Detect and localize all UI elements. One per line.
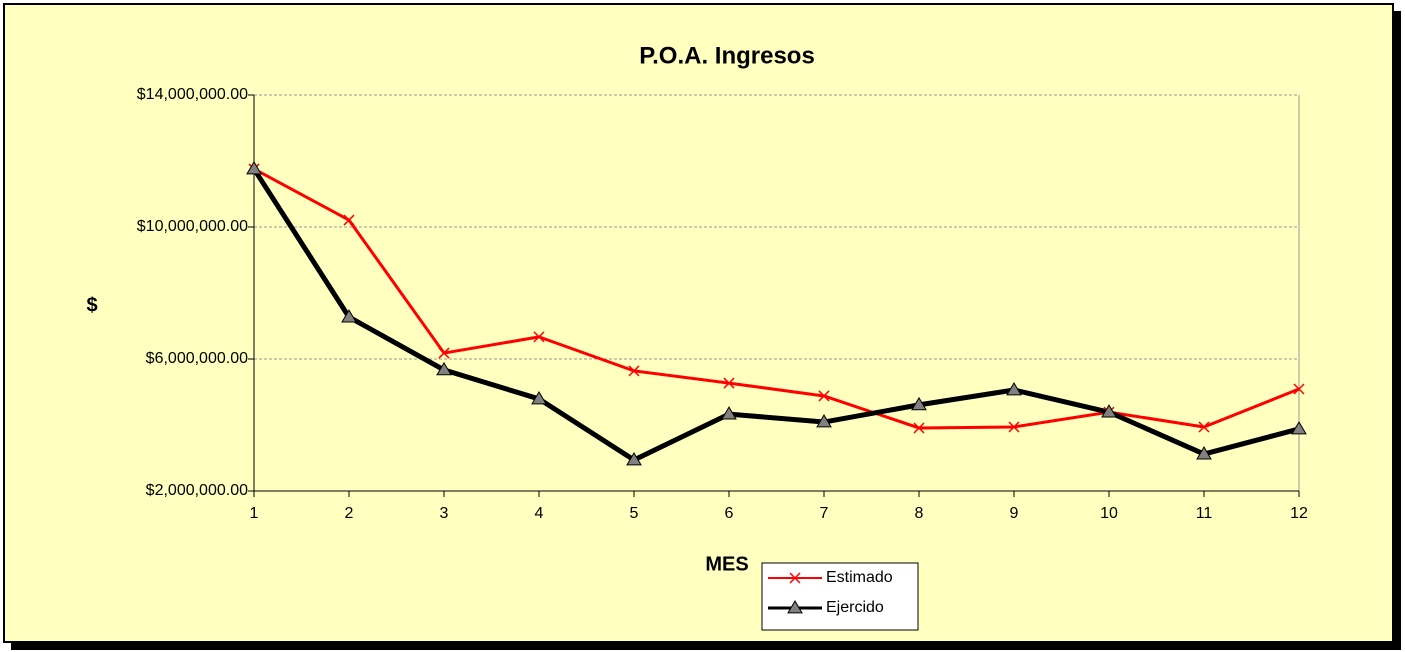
marker <box>246 160 262 175</box>
marker <box>343 214 355 226</box>
y-tick-label: $14,000,000.00 <box>137 86 248 103</box>
x-tick-label: 3 <box>440 505 449 522</box>
marker <box>911 396 927 411</box>
x-tick-label: 11 <box>1196 505 1213 522</box>
marker <box>1101 404 1117 418</box>
marker <box>628 365 640 377</box>
x-tick-label: 8 <box>915 505 924 522</box>
x-tick-label: 12 <box>1290 505 1308 522</box>
y-tick-label: $10,000,000.00 <box>137 218 248 235</box>
series-line <box>251 167 1300 463</box>
marker <box>436 361 452 376</box>
x-axis-label: MES <box>705 553 748 575</box>
legend: Estimado Ejercido <box>761 562 919 631</box>
marker <box>913 422 925 434</box>
marker <box>816 414 832 428</box>
marker <box>438 347 450 359</box>
marker <box>721 406 737 420</box>
marker <box>723 377 735 389</box>
chart-title: P.O.A. Ingresos <box>639 42 815 69</box>
marker <box>1198 421 1210 433</box>
x-tick-label: 2 <box>345 505 354 522</box>
y-axis-label: $ <box>86 294 97 316</box>
x-tick-label: 1 <box>250 505 259 522</box>
marker <box>818 390 830 402</box>
marker <box>1006 382 1022 396</box>
marker <box>787 600 803 614</box>
x-tick-label: 9 <box>1010 505 1019 522</box>
marker <box>789 572 801 584</box>
marker <box>531 390 547 405</box>
marker <box>1008 421 1020 433</box>
legend-label: Estimado <box>826 569 893 586</box>
marker <box>1293 383 1305 395</box>
marker <box>1291 420 1307 435</box>
series-line <box>253 167 1300 430</box>
x-tick-label: 7 <box>820 505 829 522</box>
legend-label: Ejercido <box>826 599 884 616</box>
x-tick-label: 4 <box>535 505 544 522</box>
x-tick-label: 6 <box>725 505 734 522</box>
y-tick-label: $6,000,000.00 <box>146 350 248 367</box>
legend-box <box>761 562 919 631</box>
marker <box>533 331 545 343</box>
x-tick-label: 10 <box>1100 505 1118 522</box>
marker <box>1196 446 1212 460</box>
x-tick-label: 5 <box>630 505 639 522</box>
y-tick-label: $2,000,000.00 <box>146 482 248 499</box>
chart-background <box>3 3 1394 643</box>
marker <box>626 451 642 466</box>
marker <box>341 309 357 323</box>
